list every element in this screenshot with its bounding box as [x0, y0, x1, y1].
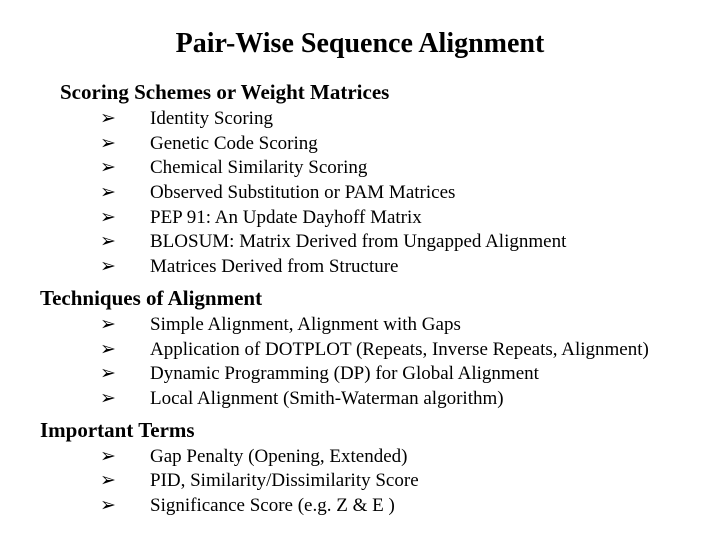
list-item: ➢PEP 91: An Update Dayhoff Matrix — [100, 206, 680, 231]
list-item: ➢Gap Penalty (Opening, Extended) — [100, 445, 680, 470]
bullet-icon: ➢ — [100, 313, 150, 338]
list-item-text: Gap Penalty (Opening, Extended) — [150, 445, 680, 470]
list-item-text: Matrices Derived from Structure — [150, 255, 680, 280]
list-item-text: BLOSUM: Matrix Derived from Ungapped Ali… — [150, 230, 680, 255]
bullet-icon: ➢ — [100, 181, 150, 206]
bullet-icon: ➢ — [100, 469, 150, 494]
list-item: ➢Simple Alignment, Alignment with Gaps — [100, 313, 680, 338]
slide: Pair-Wise Sequence Alignment Scoring Sch… — [0, 0, 720, 540]
bullet-list: ➢Gap Penalty (Opening, Extended)➢PID, Si… — [40, 445, 680, 519]
list-item-text: Application of DOTPLOT (Repeats, Inverse… — [150, 338, 680, 363]
list-item-text: Chemical Similarity Scoring — [150, 156, 680, 181]
bullet-icon: ➢ — [100, 230, 150, 255]
list-item: ➢Application of DOTPLOT (Repeats, Invers… — [100, 338, 680, 363]
list-item-text: Genetic Code Scoring — [150, 132, 680, 157]
bullet-icon: ➢ — [100, 255, 150, 280]
section-heading: Scoring Schemes or Weight Matrices — [60, 80, 680, 105]
slide-title: Pair-Wise Sequence Alignment — [40, 28, 680, 60]
section-heading: Techniques of Alignment — [40, 286, 680, 311]
list-item: ➢Local Alignment (Smith-Waterman algorit… — [100, 387, 680, 412]
list-item: ➢Genetic Code Scoring — [100, 132, 680, 157]
list-item: ➢PID, Similarity/Dissimilarity Score — [100, 469, 680, 494]
list-item-text: Observed Substitution or PAM Matrices — [150, 181, 680, 206]
list-item-text: Dynamic Programming (DP) for Global Alig… — [150, 362, 680, 387]
bullet-icon: ➢ — [100, 132, 150, 157]
list-item-text: Local Alignment (Smith-Waterman algorith… — [150, 387, 680, 412]
list-item: ➢Matrices Derived from Structure — [100, 255, 680, 280]
bullet-icon: ➢ — [100, 107, 150, 132]
list-item: ➢Chemical Similarity Scoring — [100, 156, 680, 181]
list-item-text: PEP 91: An Update Dayhoff Matrix — [150, 206, 680, 231]
bullet-icon: ➢ — [100, 494, 150, 519]
list-item: ➢BLOSUM: Matrix Derived from Ungapped Al… — [100, 230, 680, 255]
list-item: ➢Observed Substitution or PAM Matrices — [100, 181, 680, 206]
sections-container: Scoring Schemes or Weight Matrices➢Ident… — [40, 80, 680, 519]
bullet-icon: ➢ — [100, 387, 150, 412]
list-item: ➢Significance Score (e.g. Z & E ) — [100, 494, 680, 519]
bullet-icon: ➢ — [100, 362, 150, 387]
list-item: ➢Identity Scoring — [100, 107, 680, 132]
list-item-text: Identity Scoring — [150, 107, 680, 132]
section-heading: Important Terms — [40, 418, 680, 443]
list-item-text: PID, Similarity/Dissimilarity Score — [150, 469, 680, 494]
list-item: ➢Dynamic Programming (DP) for Global Ali… — [100, 362, 680, 387]
bullet-list: ➢Simple Alignment, Alignment with Gaps➢A… — [40, 313, 680, 412]
bullet-icon: ➢ — [100, 156, 150, 181]
bullet-list: ➢Identity Scoring➢Genetic Code Scoring➢C… — [40, 107, 680, 280]
bullet-icon: ➢ — [100, 445, 150, 470]
list-item-text: Significance Score (e.g. Z & E ) — [150, 494, 680, 519]
list-item-text: Simple Alignment, Alignment with Gaps — [150, 313, 680, 338]
bullet-icon: ➢ — [100, 338, 150, 363]
bullet-icon: ➢ — [100, 206, 150, 231]
